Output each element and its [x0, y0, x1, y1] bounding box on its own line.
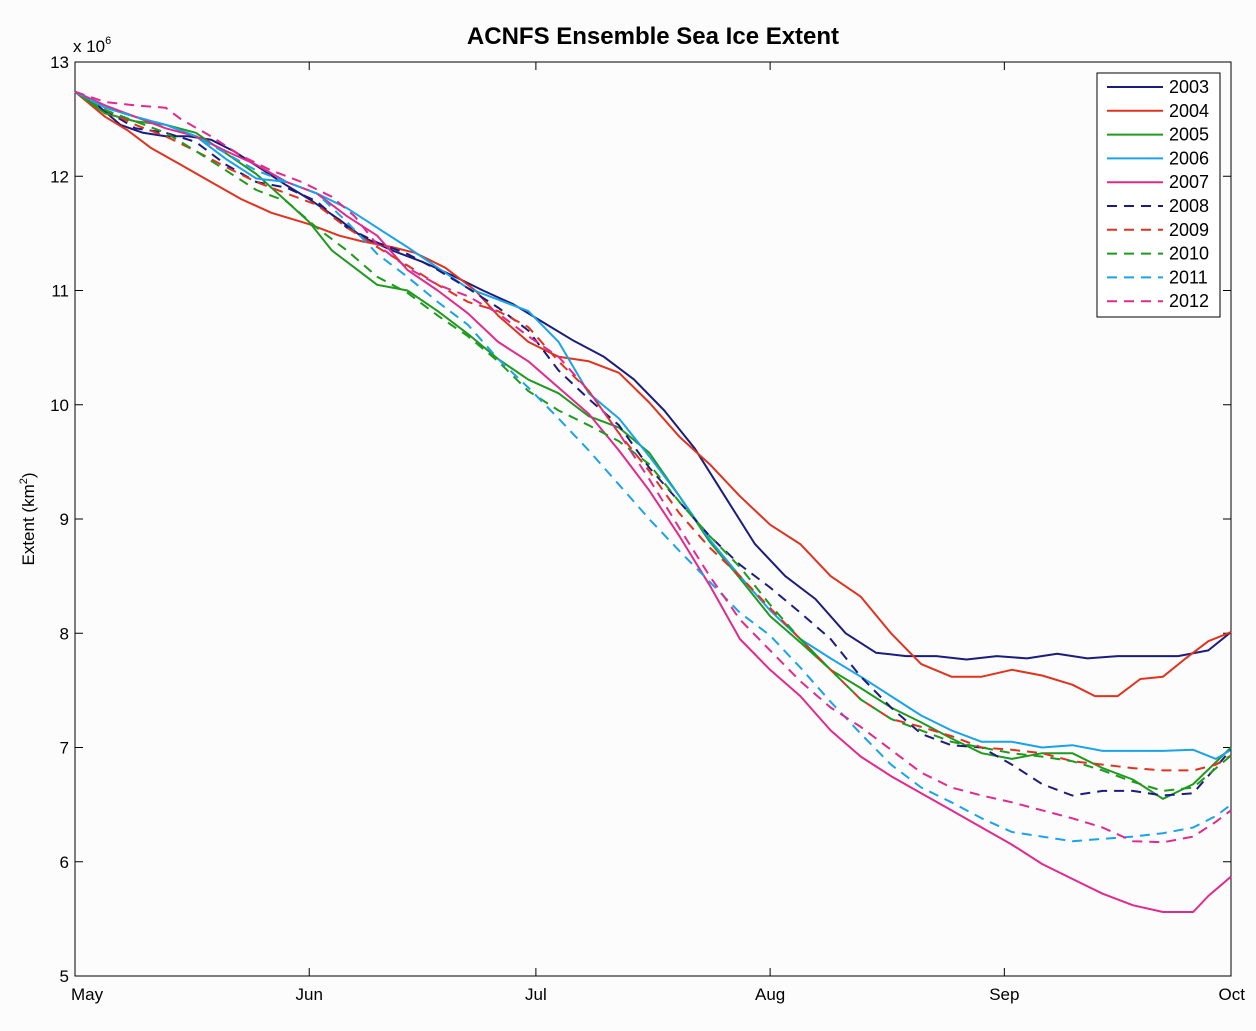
y-multiplier-base: x 10: [73, 37, 105, 56]
y-axis-label-close: ): [19, 472, 38, 478]
y-tick-label: 12: [50, 167, 69, 186]
plot-area: [74, 61, 1232, 977]
y-axis-label: Extent (km2): [18, 472, 38, 565]
legend-label-2009: 2009: [1169, 220, 1209, 240]
axes: 5 6 7 8 9 10 11 12 13 May Jun Jul Aug Sep Oct: [50, 53, 1245, 1004]
series-line-2010: [74, 90, 1232, 792]
legend-label-2003: 2003: [1169, 77, 1209, 97]
legend-label-2005: 2005: [1169, 125, 1209, 145]
series-line-2006: [74, 90, 1232, 760]
y-tick-label: 11: [51, 282, 69, 301]
y-multiplier-label: x 106: [73, 35, 111, 56]
x-tick-label: Jul: [525, 985, 547, 1004]
series-line-2005: [74, 90, 1232, 800]
x-tick-label: Aug: [755, 985, 785, 1004]
legend-label-2007: 2007: [1169, 172, 1209, 192]
y-tick-label: 8: [60, 624, 69, 643]
legend: 2003 2004 2005 2006 2007 2008 2009 2010 2011 2012: [1096, 72, 1221, 318]
legend-label-2012: 2012: [1169, 291, 1209, 311]
legend-label-2008: 2008: [1169, 196, 1209, 216]
y-tick-label: 9: [60, 510, 69, 529]
series-line-2007: [74, 90, 1232, 913]
series-line-2008: [74, 90, 1232, 797]
series-line-2012: [74, 90, 1232, 844]
x-tick-label: May: [71, 985, 104, 1004]
series-group: [74, 90, 1232, 913]
legend-label-2011: 2011: [1169, 267, 1208, 287]
legend-label-2006: 2006: [1169, 148, 1209, 168]
y-axis-label-sup: 2: [18, 478, 30, 484]
x-tick-label: Jun: [296, 985, 323, 1004]
legend-label-2004: 2004: [1169, 101, 1209, 121]
x-tick-label: Oct: [1219, 985, 1246, 1004]
x-tick-label: Sep: [989, 985, 1019, 1004]
series-line-2004: [74, 90, 1232, 698]
series-line-2003: [74, 90, 1232, 661]
y-multiplier-exponent: 6: [105, 35, 111, 47]
legend-label-2010: 2010: [1169, 244, 1209, 264]
y-tick-label: 6: [60, 853, 69, 872]
y-tick-label: 13: [50, 53, 69, 72]
y-tick-label: 10: [50, 396, 69, 415]
y-tick-label: 7: [60, 739, 69, 758]
series-line-2011: [74, 90, 1232, 843]
legend-box: [1096, 72, 1221, 318]
y-tick-label: 5: [60, 967, 69, 986]
y-axis-label-main: Extent (km: [19, 484, 38, 565]
chart-title: ACNFS Ensemble Sea Ice Extent: [467, 23, 839, 50]
